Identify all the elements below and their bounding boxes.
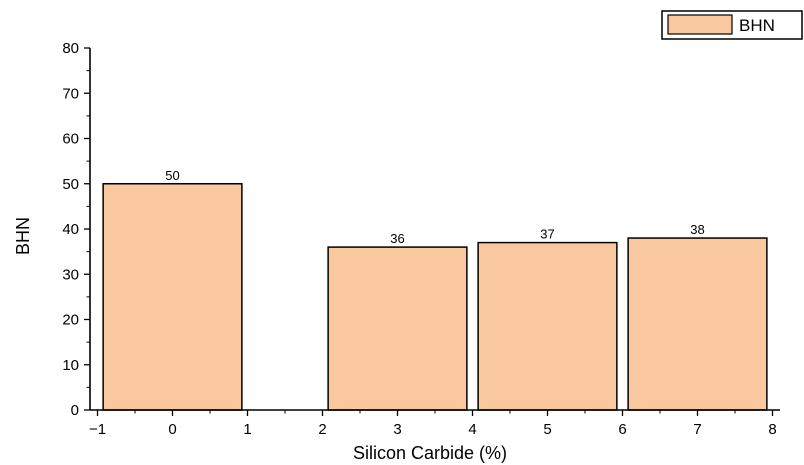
bar xyxy=(477,241,618,411)
x-tick-label: 0 xyxy=(168,421,176,438)
y-tick-label: 30 xyxy=(62,266,79,283)
x-tick-label: 5 xyxy=(543,421,551,438)
x-tick-label: 6 xyxy=(618,421,626,438)
x-tick-label: 7 xyxy=(693,421,701,438)
x-tick-label: 4 xyxy=(468,421,476,438)
legend-swatch xyxy=(667,14,733,35)
y-tick-label: 20 xyxy=(62,312,79,329)
x-ticks: −1 0 1 2 3 4 5 6 7 8 xyxy=(89,410,777,438)
x-tick-label: 1 xyxy=(243,421,251,438)
x-tick-label: 2 xyxy=(318,421,326,438)
y-tick-label: 80 xyxy=(62,40,79,57)
data-label: 37 xyxy=(540,227,554,242)
y-axis-title: BHN xyxy=(13,217,33,255)
bar xyxy=(102,183,243,411)
data-label: 38 xyxy=(690,222,704,237)
bars xyxy=(102,183,768,411)
bar xyxy=(327,246,468,411)
data-label: 36 xyxy=(390,231,404,246)
x-tick-label: 8 xyxy=(768,421,776,438)
legend-label: BHN xyxy=(739,16,775,35)
y-tick-label: 50 xyxy=(62,176,79,193)
y-tick-label: 40 xyxy=(62,221,79,238)
y-ticks: 0 10 20 30 40 50 60 70 80 xyxy=(62,40,90,419)
y-tick-label: 0 xyxy=(71,402,79,419)
legend: BHN xyxy=(661,10,803,40)
x-axis-title: Silicon Carbide (%) xyxy=(353,443,507,463)
y-tick-label: 10 xyxy=(62,357,79,374)
data-labels: 50 36 37 38 xyxy=(165,168,704,246)
y-tick-label: 60 xyxy=(62,131,79,148)
x-tick-label: −1 xyxy=(89,421,106,438)
x-tick-label: 3 xyxy=(393,421,401,438)
bar xyxy=(627,237,768,411)
data-label: 50 xyxy=(165,168,179,183)
y-tick-label: 70 xyxy=(62,85,79,102)
